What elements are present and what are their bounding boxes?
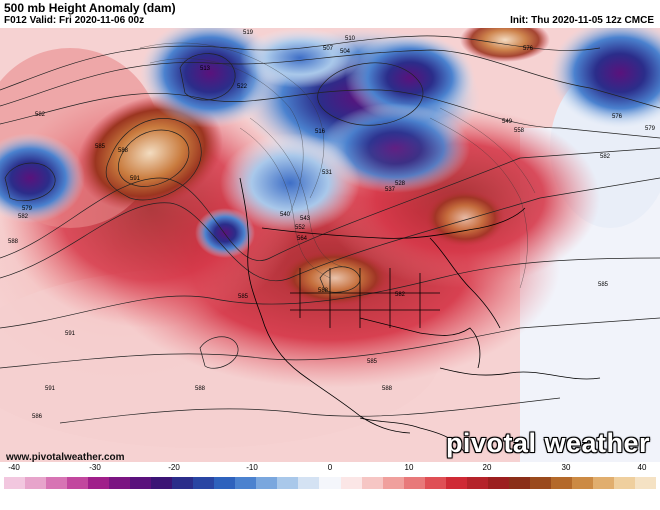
- map-label: 540: [280, 212, 291, 218]
- colorbar-swatch: [193, 477, 215, 489]
- colorbar-swatch: [46, 477, 68, 489]
- colorbar-tick-label: 20: [482, 463, 492, 472]
- colorbar-swatch: [88, 477, 110, 489]
- map-label: 585: [238, 294, 249, 300]
- colorbar-swatch: [4, 477, 26, 489]
- map-label: 582: [18, 214, 29, 220]
- colorbar-strip: [4, 477, 656, 489]
- colorbar-swatch: [508, 477, 530, 489]
- map-label: 519: [243, 30, 254, 36]
- map-label: 558: [514, 128, 525, 134]
- colorbar-swatch: [592, 477, 614, 489]
- colorbar-tick-label: -30: [89, 463, 101, 472]
- colorbar-swatch: [25, 477, 47, 489]
- colorbar-swatch: [340, 477, 362, 489]
- map-label: 510: [345, 36, 356, 42]
- map-canvas: 582 585 588 591 579 582 588 591 519 507 …: [0, 28, 660, 462]
- colorbar-tick-label: -10: [246, 463, 258, 472]
- colorbar-swatch: [277, 477, 299, 489]
- map-label: 585: [598, 282, 609, 288]
- map-label: 507: [323, 46, 334, 52]
- colorbar-swatch: [235, 477, 257, 489]
- map-label: 528: [395, 181, 406, 187]
- colorbar-tick-label: 30: [561, 463, 571, 472]
- map-label: 576: [612, 114, 623, 120]
- map-label: 588: [195, 386, 206, 392]
- colorbar-swatch: [109, 477, 131, 489]
- map-label: 586: [32, 414, 43, 420]
- source-url: www.pivotalweather.com: [6, 452, 125, 463]
- colorbar-swatch: [424, 477, 446, 489]
- map-label: 552: [295, 225, 306, 231]
- map-label: 591: [130, 176, 141, 182]
- map-label: 585: [95, 144, 106, 150]
- brand-logo: pivotal weather: [445, 428, 650, 458]
- map-label: 582: [35, 112, 46, 118]
- colorbar-swatch: [466, 477, 488, 489]
- colorbar-swatch: [256, 477, 278, 489]
- valid-time: F012 Valid: Fri 2020-11-06 00z: [4, 15, 145, 26]
- colorbar-swatch: [550, 477, 572, 489]
- map-label: 504: [340, 49, 351, 55]
- colorbar-tick-label: -40: [8, 463, 20, 472]
- map-label: 531: [322, 170, 333, 176]
- map-label: 543: [300, 216, 311, 222]
- map-label: 579: [645, 126, 656, 132]
- weather-map: 582 585 588 591 579 582 588 591 519 507 …: [0, 28, 660, 462]
- colorbar-swatch: [487, 477, 509, 489]
- map-label: 582: [600, 154, 611, 160]
- map-label: 588: [382, 386, 393, 392]
- colorbar-swatch: [298, 477, 320, 489]
- map-label: 564: [297, 236, 308, 242]
- colorbar-tick-label: 10: [404, 463, 414, 472]
- colorbar-swatch: [571, 477, 593, 489]
- colorbar-swatch: [151, 477, 173, 489]
- page-title: 500 mb Height Anomaly (dam): [4, 1, 176, 15]
- colorbar-swatch: [130, 477, 152, 489]
- colorbar-swatch: [361, 477, 383, 489]
- colorbar-swatch: [172, 477, 194, 489]
- colorbar-swatch: [67, 477, 89, 489]
- colorbar-tick-label: -20: [168, 463, 180, 472]
- colorbar-swatch: [319, 477, 341, 489]
- colorbar-tick-label: 40: [637, 463, 647, 472]
- map-label: 582: [395, 292, 406, 298]
- colorbar-swatch: [214, 477, 236, 489]
- map-label: 579: [22, 206, 33, 212]
- map-label: 576: [523, 46, 534, 52]
- colorbar-ticks: -40 -30 -20 -10 0 10 20 30 40: [0, 462, 660, 476]
- colorbar-tick-label: 0: [327, 463, 333, 472]
- map-label: 585: [367, 359, 378, 365]
- colorbar: -40 -30 -20 -10 0 10 20 30 40: [0, 462, 660, 510]
- map-label: 588: [118, 148, 129, 154]
- init-time: Init: Thu 2020-11-05 12z CMCE: [510, 15, 654, 26]
- map-label: 522: [237, 84, 248, 90]
- header: 500 mb Height Anomaly (dam) F012 Valid: …: [0, 0, 660, 28]
- map-label: 537: [385, 187, 396, 193]
- colorbar-swatch: [529, 477, 551, 489]
- map-label: 549: [502, 119, 513, 125]
- map-label: 588: [318, 288, 329, 294]
- map-label: 591: [65, 331, 76, 337]
- map-label: 588: [8, 239, 19, 245]
- map-label: 516: [315, 129, 326, 135]
- map-label: 591: [45, 386, 56, 392]
- colorbar-swatch: [613, 477, 635, 489]
- colorbar-swatch: [445, 477, 467, 489]
- colorbar-swatch: [634, 477, 656, 489]
- map-label: 513: [200, 66, 211, 72]
- colorbar-swatch: [382, 477, 404, 489]
- colorbar-swatch: [403, 477, 425, 489]
